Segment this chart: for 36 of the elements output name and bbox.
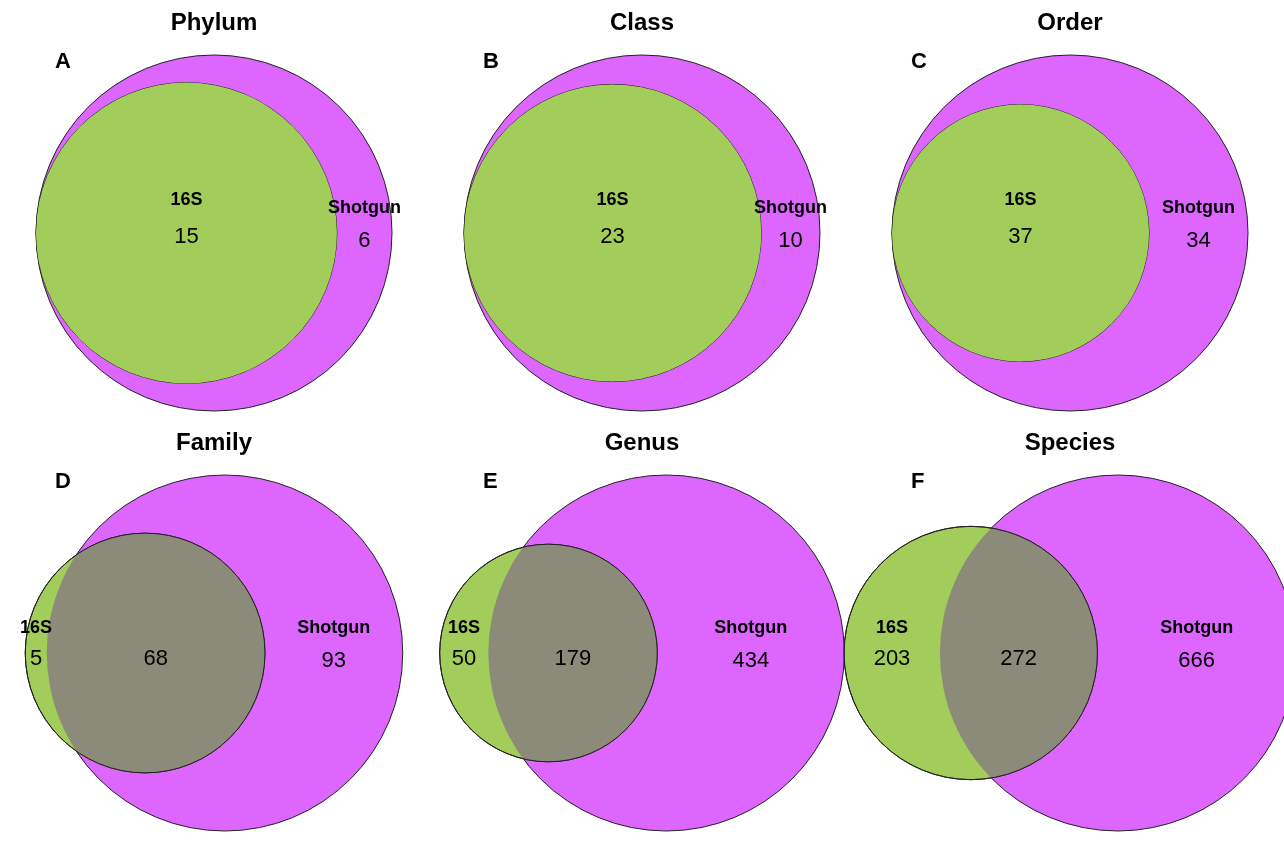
text: C bbox=[911, 48, 927, 73]
data-label: 34 bbox=[1186, 227, 1211, 252]
data-label: 93 bbox=[321, 647, 347, 672]
category-label: 16S bbox=[875, 617, 909, 637]
data-label: 434 bbox=[732, 647, 770, 672]
text: Family bbox=[175, 428, 253, 455]
category-label: Shotgun bbox=[714, 617, 788, 637]
text: Species bbox=[1024, 428, 1116, 455]
category-label: 16S bbox=[447, 617, 481, 637]
text: Genus bbox=[604, 428, 680, 455]
data-label: 5 bbox=[29, 645, 43, 670]
data-label: 272 bbox=[1000, 645, 1038, 670]
text: E bbox=[483, 468, 498, 493]
data-label: 6 bbox=[358, 227, 371, 252]
data-label: 179 bbox=[554, 645, 592, 670]
text: Phylum bbox=[170, 8, 258, 35]
text: F bbox=[911, 468, 925, 493]
text: B bbox=[483, 48, 499, 73]
category-label: 16S bbox=[596, 189, 629, 209]
category-label: 16S bbox=[170, 189, 203, 209]
category-label: Shotgun bbox=[1162, 197, 1235, 217]
data-label: 37 bbox=[1008, 223, 1033, 248]
text: A bbox=[55, 48, 71, 73]
category-label: Shotgun bbox=[1160, 617, 1234, 637]
category-label: Shotgun bbox=[297, 617, 371, 637]
category-label: 16S bbox=[1004, 189, 1037, 209]
data-label: 666 bbox=[1178, 647, 1216, 672]
data-label: 203 bbox=[873, 645, 911, 670]
text: Class bbox=[609, 8, 675, 35]
text: D bbox=[55, 468, 71, 493]
data-label: 10 bbox=[778, 227, 803, 252]
data-label: 15 bbox=[174, 223, 199, 248]
data-label: 68 bbox=[143, 645, 169, 670]
text: Order bbox=[1037, 8, 1103, 35]
data-label: 23 bbox=[600, 223, 625, 248]
data-label: 50 bbox=[451, 645, 477, 670]
